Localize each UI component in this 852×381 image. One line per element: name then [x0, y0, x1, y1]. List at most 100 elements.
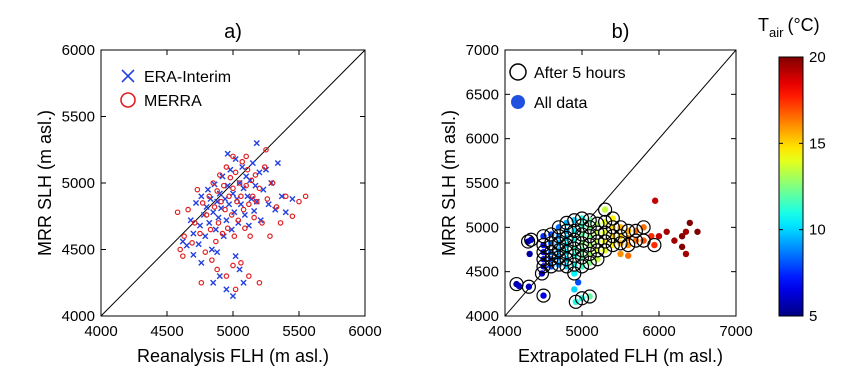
era-interim-point [232, 155, 239, 163]
y-tick-label: 4500 [62, 242, 95, 259]
colorbar-tick-label: 5 [809, 308, 817, 325]
after-5-hours-ring [544, 252, 559, 267]
era-interim-point [215, 214, 222, 221]
after-5-hours-ring [536, 237, 551, 253]
era-interim-point [190, 251, 197, 258]
data-point [527, 236, 535, 243]
merra-point [199, 200, 206, 206]
merra-point [235, 217, 242, 224]
merra-point [230, 262, 236, 269]
y-tick-label: 5500 [466, 175, 499, 192]
era-interim-point [231, 209, 238, 216]
merra-point [226, 193, 232, 200]
era-interim-point [239, 163, 246, 171]
colorbar-title: Tair (°C) [758, 15, 820, 40]
legend-era-interim-label: ERA-Interim [144, 69, 231, 86]
merra-point [302, 193, 309, 200]
after-5-hours-ring [621, 223, 636, 238]
after-5-hours-ring [521, 279, 536, 294]
after-5-hours-ring [536, 259, 551, 274]
y-tick-label: 5000 [466, 219, 499, 236]
after-5-hours-ring [590, 234, 605, 249]
after-5-hours-ring [590, 216, 605, 231]
merra-point [230, 153, 236, 160]
data-point [651, 197, 659, 204]
merra-point [253, 198, 260, 205]
data-point [526, 250, 533, 258]
after-5-hours-ring [567, 266, 582, 281]
merra-point [250, 193, 256, 200]
merra-point [230, 185, 236, 192]
merra-point [203, 212, 210, 218]
merra-point [242, 225, 248, 232]
merra-point [248, 177, 255, 184]
after-5-hours-ring [574, 236, 590, 251]
merra-point [185, 206, 191, 213]
era-interim-point [214, 249, 221, 256]
era-interim-point [214, 198, 221, 205]
merra-point [210, 180, 217, 186]
after-5-hours-ring [613, 236, 628, 251]
x-axis-label: Reanalysis FLH (m asl.) [137, 346, 329, 366]
after-5-hours-ring [613, 220, 628, 235]
data-point [515, 282, 523, 290]
era-interim-point [198, 193, 205, 200]
merra-point [256, 279, 263, 286]
era-interim-point [196, 222, 204, 229]
data-point [678, 243, 686, 251]
era-interim-point [229, 292, 237, 300]
panel-title: a) [224, 21, 242, 43]
one-to-one-line [101, 50, 365, 316]
after-5-hours-ring [559, 223, 574, 238]
merra-point [256, 185, 263, 192]
y-tick-label: 7000 [466, 42, 499, 59]
after-5-hours-ring [574, 291, 590, 306]
merra-point [219, 230, 226, 237]
merra-point [180, 253, 186, 259]
era-interim-point [224, 182, 231, 189]
after-5-hours-ring [551, 220, 567, 235]
merra-point [264, 196, 271, 202]
after-5-hours-ring [582, 213, 597, 228]
x-tick-label: 4500 [150, 323, 183, 340]
legend-all-data-marker [511, 95, 525, 109]
merra-point [238, 259, 244, 266]
after-5-hours-ring [536, 229, 551, 244]
after-5-hours-ring [647, 237, 662, 253]
merra-point [214, 188, 220, 194]
merra-point [206, 193, 213, 200]
era-interim-point [253, 140, 260, 147]
after-5-hours-ring [567, 248, 582, 263]
merra-point [244, 166, 251, 173]
merra-point [194, 186, 201, 193]
after-5-hours-ring [605, 211, 620, 226]
merra-point [234, 198, 240, 205]
after-5-hours-ring [544, 245, 559, 260]
era-interim-point [208, 246, 215, 253]
after-5-hours-ring [590, 225, 605, 240]
merra-point [267, 233, 273, 240]
after-5-hours-ring [582, 255, 597, 270]
merra-point [232, 286, 239, 293]
x-tick-label: 7000 [719, 323, 752, 340]
after-5-hours-ring [636, 220, 651, 235]
merra-point [246, 273, 252, 279]
after-5-hours-ring [520, 234, 536, 249]
data-point [663, 228, 670, 235]
data-point [682, 250, 690, 258]
plot-frame [504, 49, 737, 317]
y-tick-label: 6500 [466, 86, 499, 103]
y-tick-label: 4000 [62, 308, 95, 325]
merra-point [174, 209, 181, 216]
after-5-hours-ring [574, 250, 590, 265]
after-5-hours-ring [544, 259, 559, 274]
after-5-hours-ring [559, 237, 574, 253]
merra-point [215, 220, 222, 226]
x-tick-label: 6000 [642, 323, 675, 340]
merra-point [238, 193, 244, 200]
merra-point [213, 238, 219, 245]
merra-point [177, 246, 184, 253]
merra-point [223, 273, 230, 279]
merra-point [198, 279, 205, 286]
merra-point [209, 257, 215, 263]
